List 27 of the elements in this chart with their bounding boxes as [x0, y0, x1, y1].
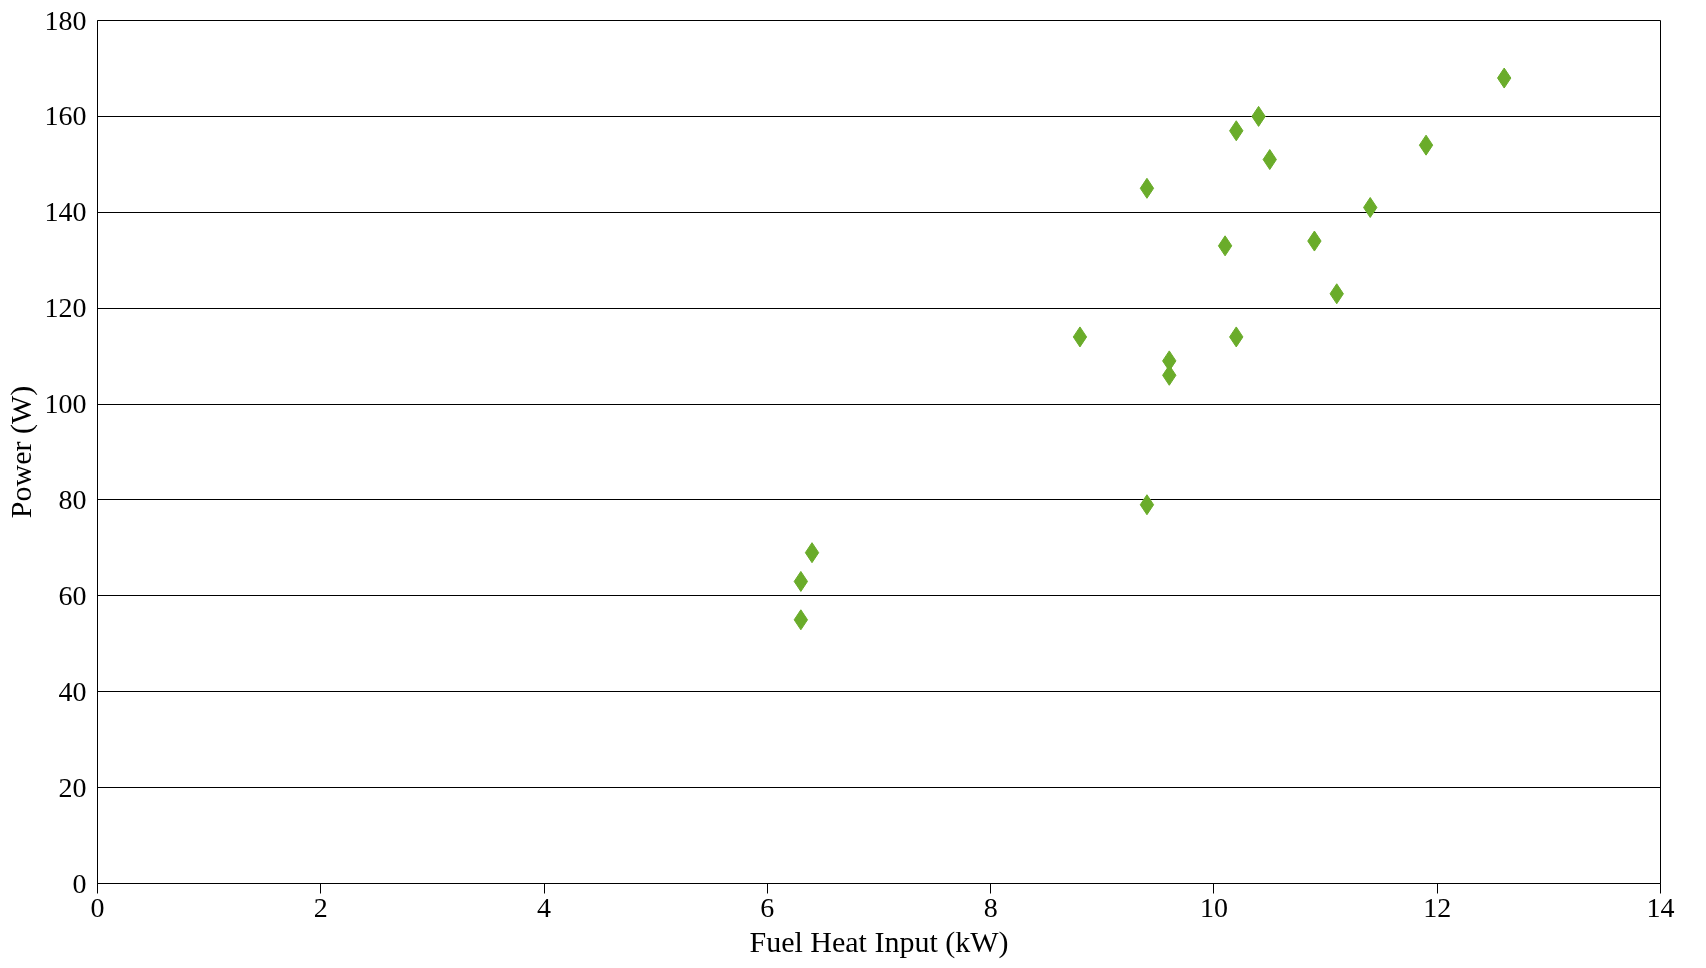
x-tick-label: 14 [1646, 891, 1675, 923]
point [1139, 177, 1155, 199]
x-tick-label: 12 [1423, 891, 1452, 923]
x-tick-label: 6 [760, 891, 775, 923]
x-tick-label: 8 [983, 891, 998, 923]
y-tick-label: 40 [58, 675, 87, 707]
point [793, 570, 809, 592]
y-tick-label: 180 [44, 4, 87, 36]
y-tick-label: 20 [58, 771, 87, 803]
y-tick-label: 0 [72, 867, 87, 899]
point [804, 542, 820, 564]
x-tick-label: 10 [1199, 891, 1228, 923]
y-tick-label: 140 [44, 196, 87, 228]
y-axis-title: Power (W) [3, 385, 38, 519]
x-tick-label: 2 [313, 891, 328, 923]
x-tick-label: 4 [537, 891, 552, 923]
y-tick-label: 100 [44, 388, 87, 420]
point [1217, 235, 1233, 257]
x-axis-title: Fuel Heat Input (kW) [749, 924, 1009, 959]
point [1072, 326, 1088, 348]
y-tick-label: 160 [44, 100, 87, 132]
y-tick-label: 60 [58, 579, 87, 611]
y-tick-label: 80 [58, 483, 87, 515]
point [793, 609, 809, 631]
y-tick-label: 120 [44, 292, 87, 324]
point [1418, 134, 1434, 156]
point [1139, 494, 1155, 516]
